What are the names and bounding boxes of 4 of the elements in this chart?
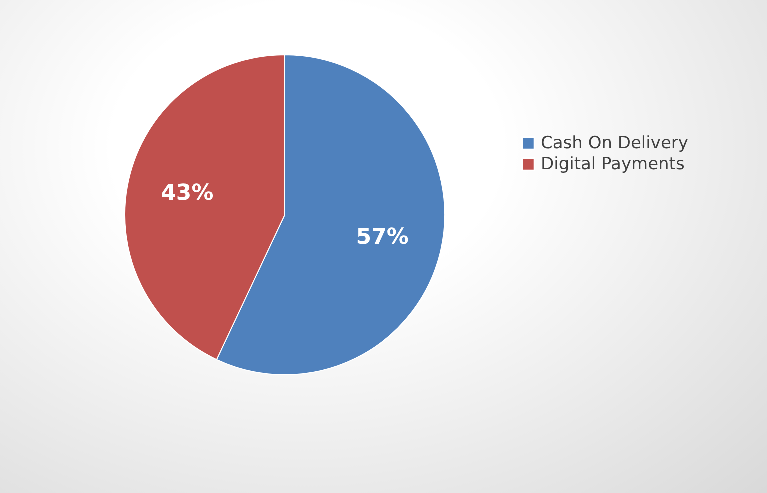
legend-label: Cash On Delivery — [541, 134, 688, 154]
legend-label: Digital Payments — [541, 154, 685, 174]
data-label: 57% — [356, 224, 409, 250]
data-label: 43% — [161, 181, 214, 206]
